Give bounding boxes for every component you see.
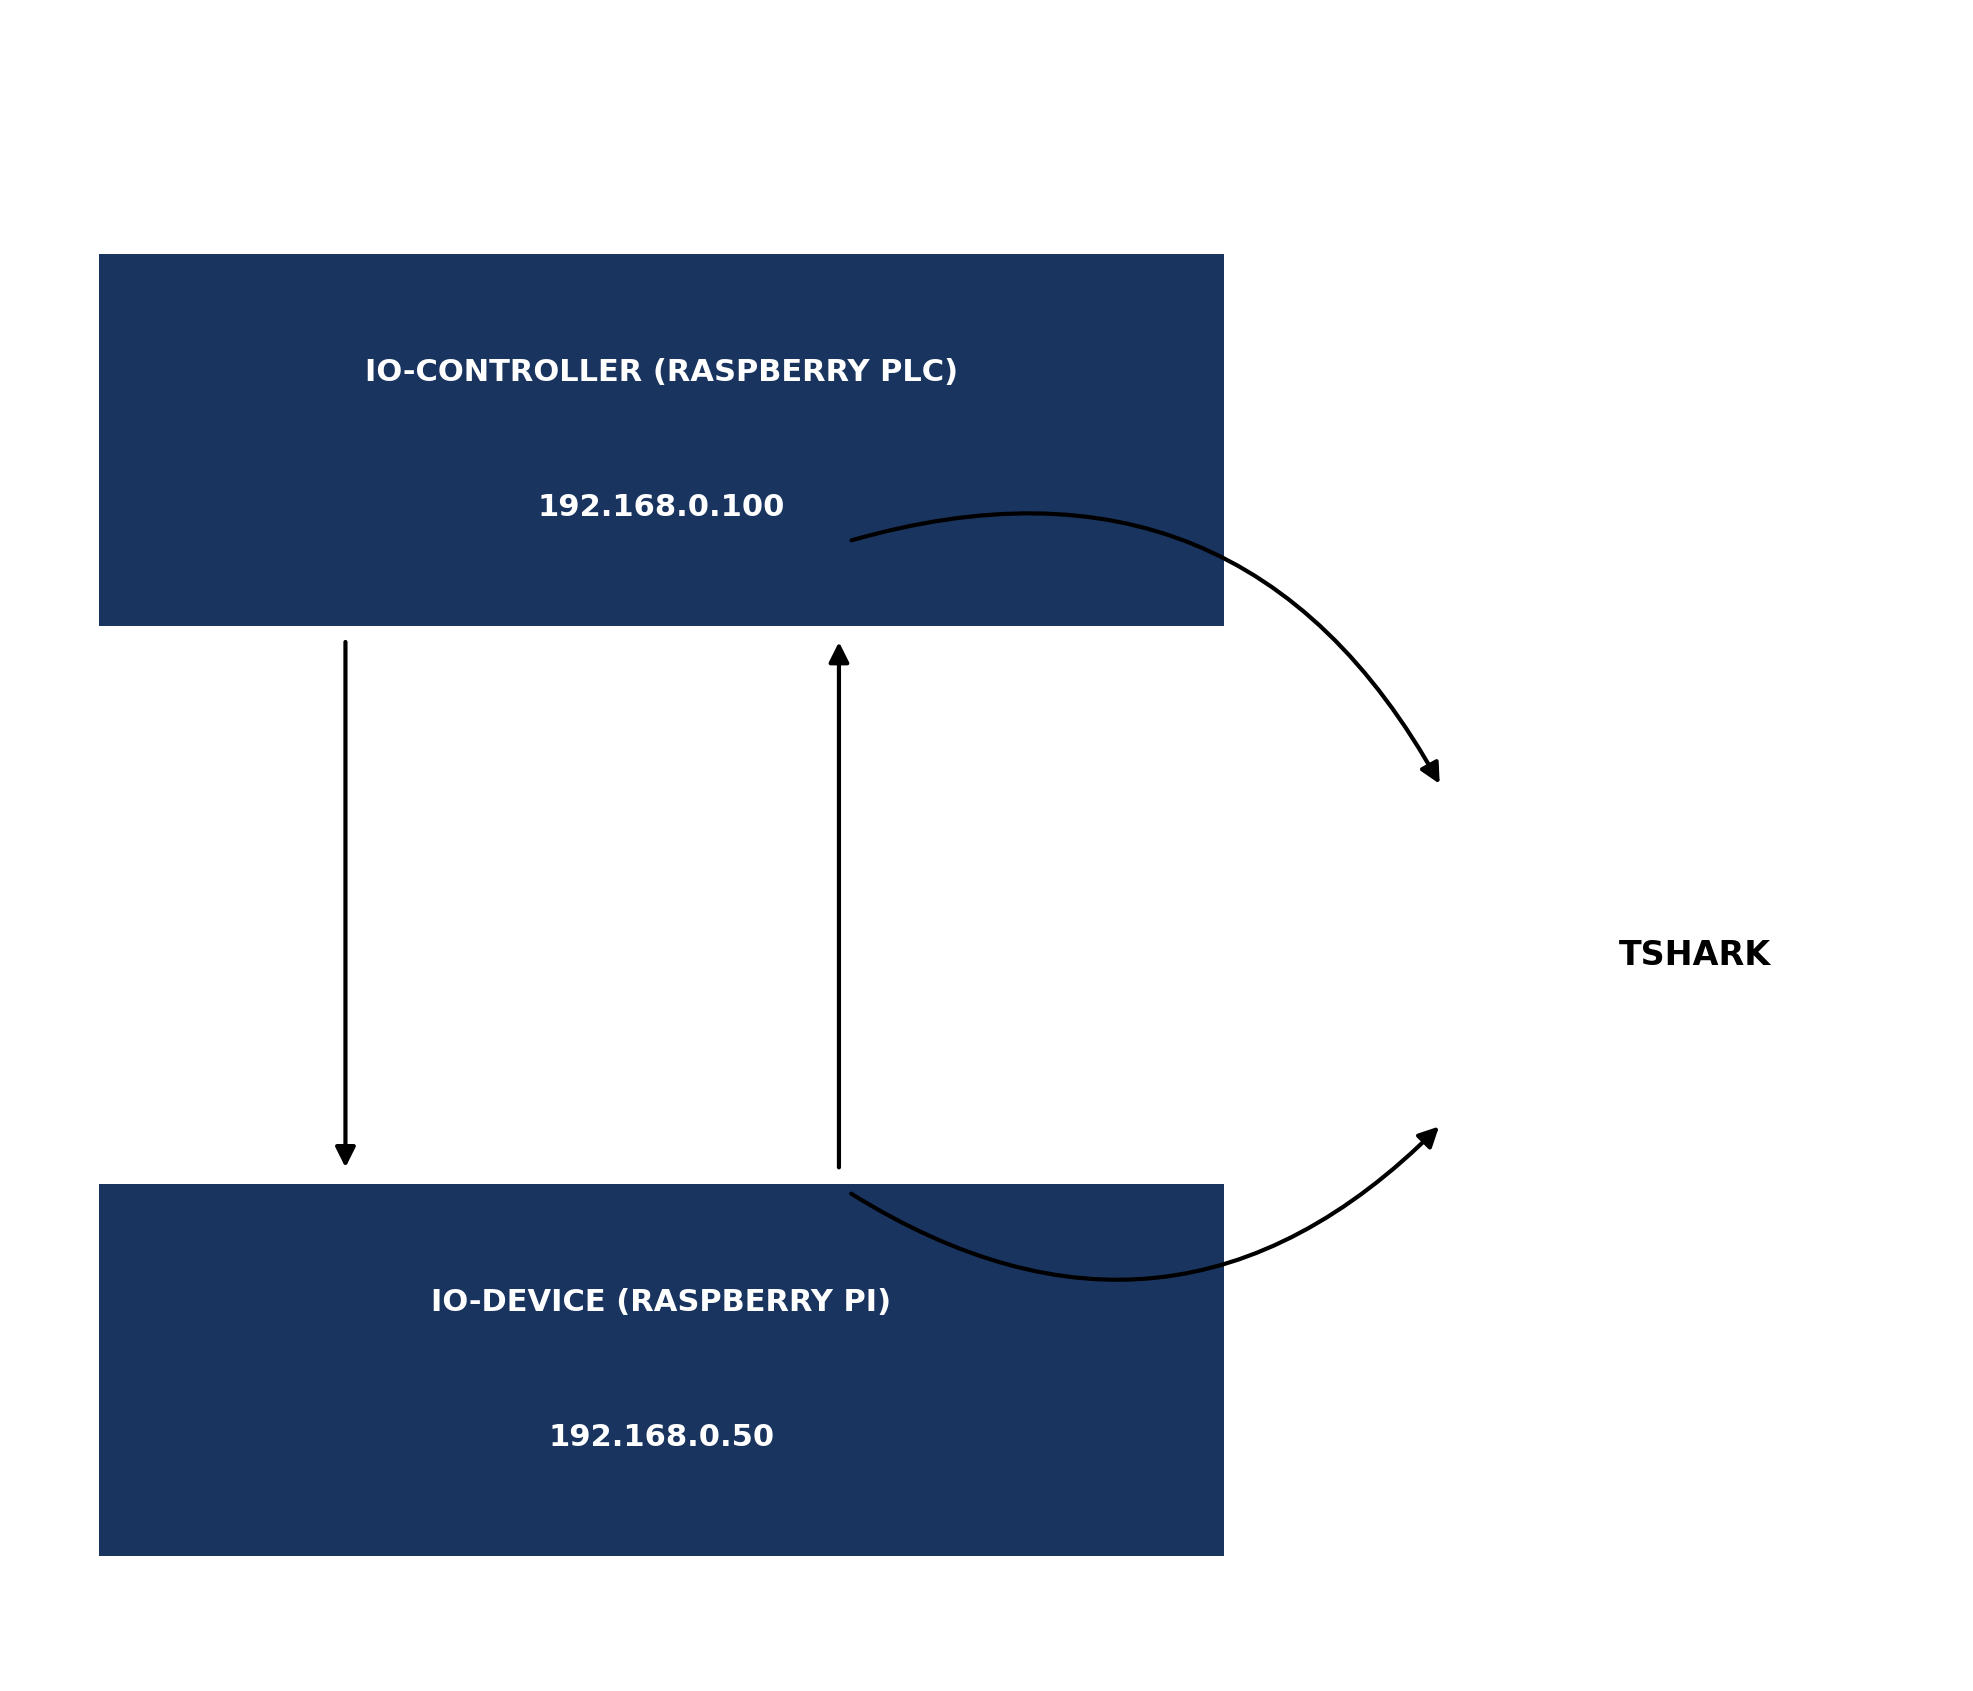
Text: IO-DEVICE (RASPBERRY PI): IO-DEVICE (RASPBERRY PI) [430,1287,892,1317]
Text: 192.168.0.50: 192.168.0.50 [548,1422,773,1453]
Text: IO-CONTROLLER (RASPBERRY PLC): IO-CONTROLLER (RASPBERRY PLC) [365,357,957,387]
FancyBboxPatch shape [99,254,1223,626]
FancyArrowPatch shape [850,514,1436,780]
Text: 192.168.0.100: 192.168.0.100 [537,492,785,523]
Text: TSHARK: TSHARK [1618,939,1770,972]
FancyBboxPatch shape [99,1184,1223,1556]
FancyArrowPatch shape [850,1130,1434,1280]
